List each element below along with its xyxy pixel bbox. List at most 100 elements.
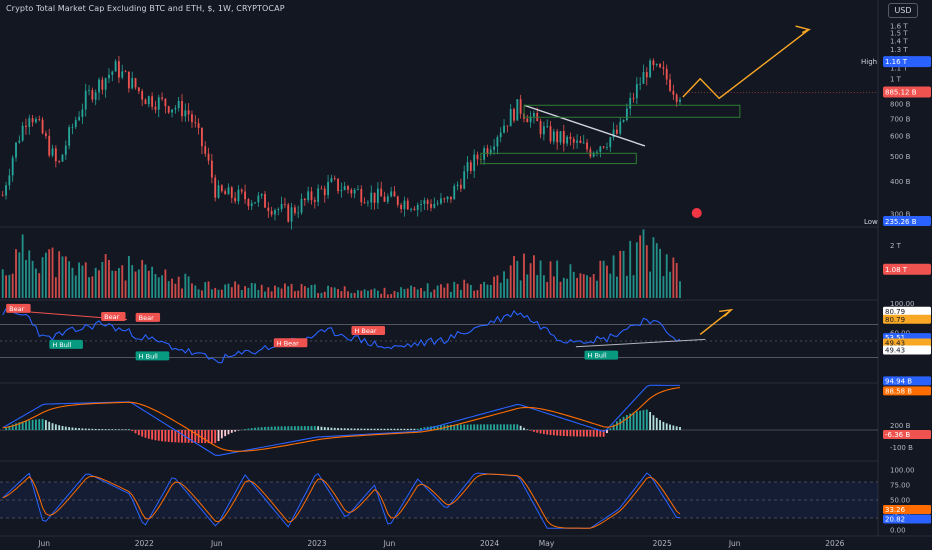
price-candle (11, 155, 14, 182)
price-candle (58, 160, 61, 164)
volume-bar (8, 274, 11, 298)
divergence-tag (101, 312, 126, 322)
macd-hist-bar (51, 423, 54, 430)
price-candle (357, 185, 359, 191)
macd-hist-bar (44, 420, 47, 430)
macd-hist-bar (68, 427, 71, 430)
price-candle (111, 70, 114, 82)
volume-bar (260, 284, 263, 298)
price-candle (350, 187, 353, 198)
volume-bar (21, 234, 24, 298)
macd-hist-bar (456, 424, 459, 430)
macd-hist-bar (210, 430, 213, 444)
price-tick-label: 1.6 T (890, 23, 908, 31)
macd-hist-bar (357, 428, 359, 430)
macd-hist-bar (655, 417, 658, 430)
volume-bar (430, 292, 432, 298)
volume-bar (363, 289, 366, 298)
price-candle (161, 92, 163, 101)
price-candle (310, 187, 313, 205)
rsi-value-tag (883, 314, 931, 324)
volume-bar (649, 271, 652, 298)
volume-bar (44, 252, 47, 298)
volume-bar (210, 289, 213, 298)
macd-hist-bar (293, 426, 296, 430)
volume-bar (463, 279, 466, 298)
volume-bars (1, 229, 681, 298)
macd-hist-bar (410, 428, 412, 430)
macd-hist-bar (645, 409, 648, 430)
volume-bar (327, 285, 329, 298)
macd-hist-bar (642, 410, 645, 430)
price-candle (234, 192, 237, 204)
price-candle (499, 127, 502, 143)
macd-line (2, 384, 680, 456)
macd-hist-bar (566, 430, 569, 437)
price-candle (513, 107, 515, 123)
price-candle (635, 77, 638, 104)
volume-bar (556, 260, 559, 298)
volume-bar (64, 256, 67, 298)
volume-bar (31, 260, 34, 298)
macd-hist-bar (8, 425, 11, 430)
price-candle (390, 186, 393, 198)
price-candle (15, 141, 17, 162)
macd-hist-bar (533, 430, 535, 432)
macd-last-value: 88.58 B (885, 387, 912, 395)
bull-divergence-line (575, 338, 706, 348)
macd-hist-bar (267, 426, 270, 430)
price-candle (8, 168, 11, 190)
price-candle (157, 94, 160, 118)
price-candles (1, 55, 681, 230)
currency-button[interactable]: USD (888, 3, 918, 18)
price-candle (469, 159, 472, 175)
macd-tick-label: -100 B (890, 444, 913, 452)
price-candle (141, 88, 144, 106)
macd-last-value: 94.94 B (885, 377, 912, 385)
rsi-line (2, 308, 681, 364)
macd-hist-bar (616, 421, 618, 430)
price-candle (74, 116, 77, 130)
macd-hist-bar (469, 424, 472, 430)
volume-bar (662, 276, 665, 298)
price-candle (240, 188, 243, 195)
macd-hist-bar (576, 430, 578, 437)
macd-tick-label: 200 B (890, 422, 911, 430)
macd-hist-bar (433, 425, 436, 430)
price-candle (280, 196, 283, 213)
volume-bar (124, 280, 127, 298)
time-axis-label: May (539, 539, 555, 548)
volume-bar (569, 264, 572, 298)
macd-hist-bar (310, 426, 313, 430)
price-candle (303, 197, 306, 206)
macd-hist-bar (181, 430, 183, 443)
volume-bar (539, 260, 542, 298)
macd-hist-bar (207, 430, 210, 444)
price-candle (131, 71, 134, 90)
price-candle (629, 92, 632, 116)
volume-bar (639, 235, 642, 298)
volume-bar (54, 277, 57, 298)
rsi-tick-label: 100.00 (890, 300, 915, 308)
volume-bar (629, 240, 632, 298)
time-axis-label: Jun (210, 539, 223, 548)
volume-bar (78, 262, 80, 298)
price-candle (134, 77, 137, 90)
price-candle (194, 115, 197, 128)
time-axis-label: Jun (37, 539, 50, 548)
price-candle (277, 207, 280, 216)
price-candle (602, 145, 605, 149)
macd-hist-bar (602, 430, 605, 437)
price-candle (313, 197, 316, 209)
volume-bar (529, 263, 532, 298)
divergence-tag (351, 325, 386, 335)
price-candle (453, 183, 456, 200)
low-label: Low (864, 218, 878, 226)
macd-hist-bar (622, 416, 625, 430)
price-candle (323, 185, 326, 203)
price-candle (386, 193, 389, 205)
time-axis-label: 2026 (825, 539, 844, 548)
projected-path-arrowhead (795, 25, 812, 34)
price-candle (675, 93, 678, 107)
